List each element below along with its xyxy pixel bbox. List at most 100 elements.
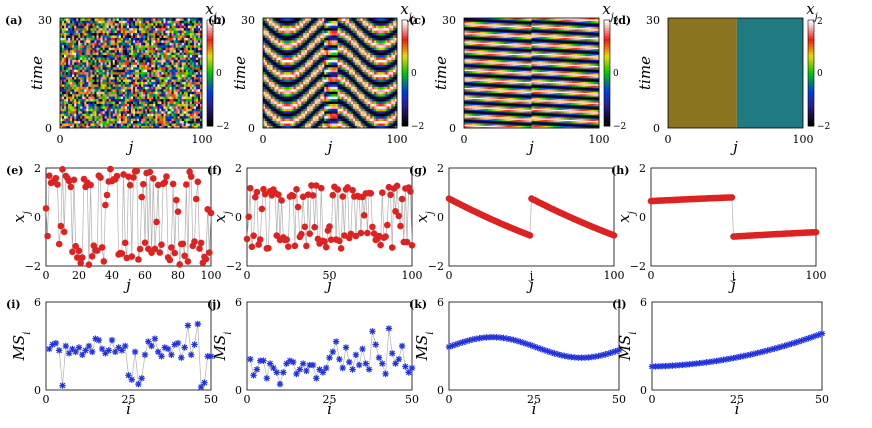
heatmap-cell bbox=[114, 66, 118, 70]
heatmap-cell bbox=[86, 103, 89, 107]
heatmap-cell bbox=[62, 81, 65, 85]
heatmap-cell bbox=[131, 81, 134, 85]
heatmap-cell bbox=[62, 42, 65, 46]
heatmap-cell bbox=[64, 76, 67, 80]
heatmap-cell bbox=[118, 110, 122, 114]
heatmap-cell bbox=[124, 108, 128, 112]
heatmap-cell bbox=[94, 49, 97, 53]
heatmap-cell bbox=[92, 125, 95, 129]
heatmap-cell bbox=[122, 86, 126, 90]
heatmap-cell bbox=[94, 110, 97, 114]
heatmap-cell bbox=[64, 66, 67, 70]
heatmap-cell bbox=[133, 96, 136, 100]
heatmap-cell bbox=[82, 44, 85, 48]
heatmap-cell bbox=[112, 101, 116, 104]
heatmap-cell bbox=[88, 59, 91, 63]
heatmap-cell bbox=[114, 44, 118, 48]
heatmap-cell bbox=[62, 25, 65, 29]
heatmap-cell bbox=[94, 88, 97, 92]
heatmap-cell bbox=[62, 101, 65, 104]
heatmap-cell bbox=[66, 108, 69, 112]
heatmap-cell bbox=[84, 52, 87, 56]
heatmap-cell bbox=[74, 125, 77, 129]
heatmap-cell bbox=[60, 106, 63, 109]
heatmap-cell bbox=[60, 42, 63, 46]
heatmap-cell bbox=[114, 18, 118, 21]
heatmap-cell bbox=[100, 118, 103, 122]
heatmap-cell bbox=[76, 32, 79, 36]
heatmap-cell bbox=[114, 76, 118, 80]
heatmap-cell bbox=[92, 79, 95, 82]
heatmap-cell bbox=[102, 84, 106, 87]
heatmap-cell bbox=[90, 69, 93, 73]
heatmap-cell bbox=[108, 27, 112, 31]
heatmap-cell bbox=[124, 76, 128, 80]
heatmap-cell bbox=[78, 71, 81, 75]
heatmap-cell bbox=[66, 84, 69, 87]
heatmap-cell bbox=[102, 101, 106, 104]
heatmap-cell bbox=[124, 120, 128, 124]
heatmap-cell bbox=[70, 113, 73, 117]
heatmap-cell bbox=[96, 59, 99, 63]
heatmap-cell bbox=[106, 54, 110, 58]
heatmap-cell bbox=[124, 37, 128, 41]
heatmap-cell bbox=[80, 49, 83, 53]
heatmap-cell bbox=[72, 93, 75, 97]
heatmap-cell bbox=[84, 113, 87, 117]
heatmap-cell bbox=[78, 98, 81, 102]
heatmap-cell bbox=[94, 125, 97, 129]
heatmap-cell bbox=[110, 35, 114, 38]
heatmap-cell bbox=[62, 44, 65, 48]
heatmap-cell bbox=[102, 59, 106, 63]
heatmap-cell bbox=[80, 66, 83, 70]
heatmap-cell bbox=[128, 44, 132, 48]
heatmap-cell bbox=[98, 54, 101, 58]
heatmap-cell bbox=[118, 37, 122, 41]
heatmap-cell bbox=[126, 37, 130, 41]
heatmap-cell bbox=[98, 98, 101, 102]
heatmap-cell bbox=[110, 69, 114, 73]
heatmap-cell bbox=[92, 88, 95, 92]
heatmap-cell bbox=[88, 52, 91, 56]
heatmap-cell bbox=[131, 118, 134, 122]
heatmap-cell bbox=[118, 52, 122, 56]
heatmap-cell bbox=[86, 37, 89, 41]
heatmap-cell bbox=[90, 66, 93, 70]
heatmap-cell bbox=[131, 44, 134, 48]
heatmap-cell bbox=[124, 27, 128, 31]
heatmap-cell bbox=[100, 71, 103, 75]
heatmap-cell bbox=[96, 120, 99, 124]
heatmap-cell bbox=[84, 84, 87, 87]
heatmap-cell bbox=[90, 125, 93, 129]
heatmap-cell bbox=[82, 110, 85, 114]
heatmap-cell bbox=[128, 52, 132, 56]
heatmap-cell bbox=[118, 32, 122, 36]
heatmap-cell bbox=[104, 35, 108, 38]
heatmap-cell bbox=[64, 103, 67, 107]
heatmap-cell bbox=[106, 96, 110, 100]
heatmap-cell bbox=[90, 110, 93, 114]
heatmap-cell bbox=[70, 18, 73, 21]
heatmap-cell bbox=[60, 81, 63, 85]
heatmap-cell bbox=[74, 52, 77, 56]
heatmap-cell bbox=[78, 91, 81, 95]
heatmap-cell bbox=[70, 88, 73, 92]
heatmap-cell bbox=[126, 101, 130, 104]
heatmap-cell bbox=[122, 40, 126, 43]
heatmap-cell bbox=[126, 49, 130, 53]
heatmap-cell bbox=[128, 113, 132, 117]
heatmap-cell bbox=[110, 32, 114, 36]
heatmap-cell bbox=[88, 86, 91, 90]
heatmap-cell bbox=[66, 42, 69, 46]
heatmap-cell bbox=[112, 27, 116, 31]
heatmap-cell bbox=[76, 96, 79, 100]
heatmap-cell bbox=[82, 22, 85, 26]
heatmap-cell bbox=[102, 110, 106, 114]
heatmap-cell bbox=[118, 115, 122, 119]
heatmap-cell bbox=[116, 44, 120, 48]
heatmap-cell bbox=[70, 35, 73, 38]
heatmap-cell bbox=[86, 32, 89, 36]
heatmap-cell bbox=[64, 93, 67, 97]
heatmap-cell bbox=[78, 110, 81, 114]
heatmap-cell bbox=[90, 71, 93, 75]
